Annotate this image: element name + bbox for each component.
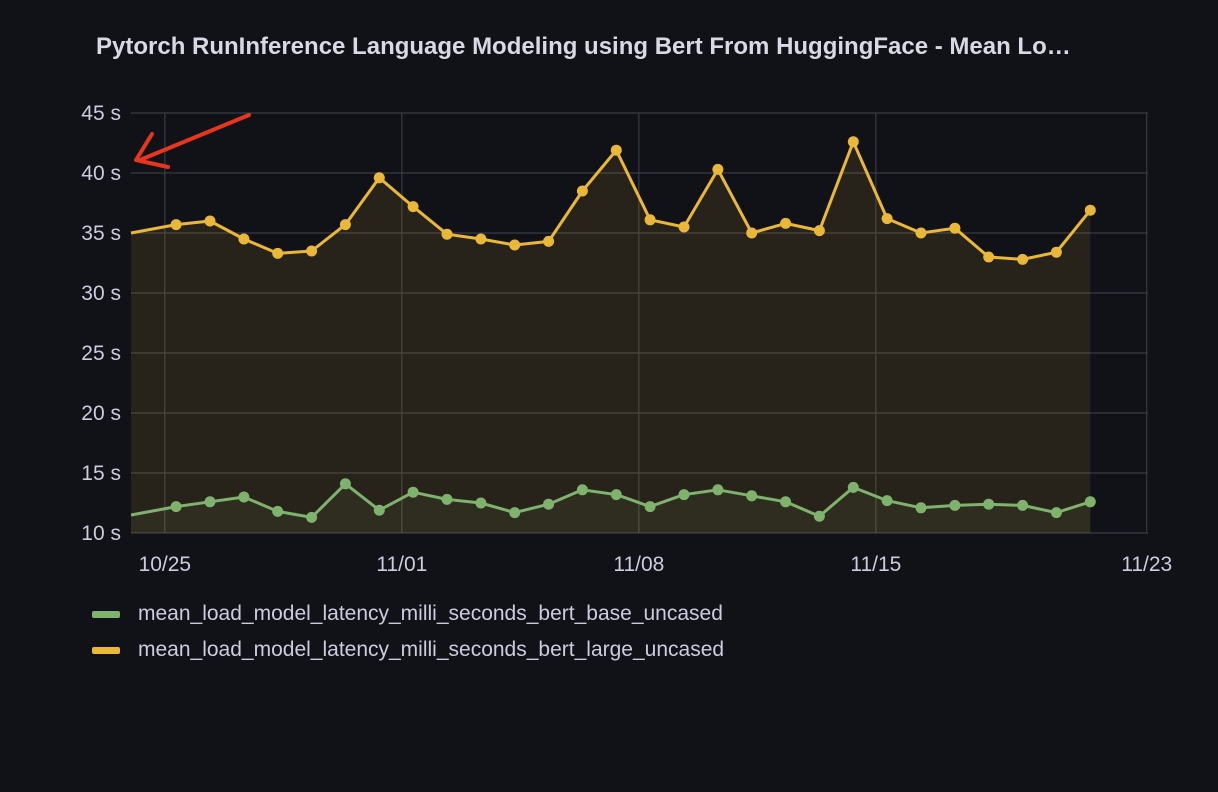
data-point — [543, 235, 555, 247]
data-point — [712, 163, 724, 175]
y-axis-ticks: 10 s 15 s 20 s 25 s 30 s 35 s 40 s 45 s — [81, 102, 121, 545]
data-point — [1084, 496, 1096, 508]
data-point — [644, 501, 656, 513]
data-point — [644, 214, 656, 226]
y-tick-label: 45 s — [81, 102, 121, 125]
data-point — [306, 245, 318, 257]
data-point — [678, 221, 690, 233]
data-point — [272, 247, 284, 259]
data-point — [373, 504, 385, 516]
panel-title: Pytorch RunInference Language Modeling u… — [96, 33, 1071, 60]
data-point — [509, 507, 521, 519]
x-tick-label: 11/23 — [1121, 553, 1172, 576]
data-point — [847, 481, 859, 493]
data-point — [949, 222, 961, 234]
data-point — [238, 491, 250, 503]
data-point — [1017, 253, 1029, 265]
data-point — [339, 219, 351, 231]
data-point — [238, 233, 250, 245]
legend-label-large: mean_load_model_latency_milli_seconds_be… — [138, 638, 725, 661]
data-point — [576, 185, 588, 197]
data-point — [813, 510, 825, 522]
data-point — [1017, 499, 1029, 511]
data-point — [780, 496, 792, 508]
data-point — [441, 228, 453, 240]
x-axis-ticks: 10/25 11/01 11/08 11/15 11/23 — [139, 553, 1173, 576]
legend-label-base: mean_load_model_latency_milli_seconds_be… — [138, 602, 723, 625]
legend-swatch-base — [92, 610, 120, 618]
data-point — [373, 172, 385, 184]
annotation-arrow — [134, 113, 251, 169]
data-point — [780, 217, 792, 229]
data-point — [881, 213, 893, 225]
data-point — [678, 489, 690, 501]
x-tick-label: 11/01 — [376, 553, 427, 576]
data-point — [509, 239, 521, 251]
legend-item-large[interactable]: mean_load_model_latency_milli_seconds_be… — [92, 632, 724, 668]
y-tick-label: 25 s — [81, 342, 121, 365]
data-point — [1084, 204, 1096, 216]
data-point — [339, 478, 351, 490]
y-tick-label: 30 s — [81, 282, 121, 305]
y-tick-label: 10 s — [81, 522, 121, 545]
series-area-1 — [131, 141, 1091, 534]
y-tick-label: 40 s — [81, 162, 121, 185]
legend-item-base[interactable]: mean_load_model_latency_milli_seconds_be… — [92, 596, 724, 632]
data-point — [610, 489, 622, 501]
legend-swatch-large — [92, 646, 120, 654]
data-point — [847, 136, 859, 148]
data-point — [543, 498, 555, 510]
y-tick-label: 15 s — [81, 462, 121, 485]
chart-legend: mean_load_model_latency_milli_seconds_be… — [92, 596, 724, 668]
data-point — [915, 227, 927, 239]
series-area-0 — [131, 483, 1091, 533]
arrow-head — [134, 132, 170, 169]
data-point — [407, 486, 419, 498]
data-point — [306, 511, 318, 523]
data-point — [475, 233, 487, 245]
x-tick-label: 11/08 — [613, 553, 664, 576]
data-point — [204, 496, 216, 508]
data-point — [983, 251, 995, 263]
data-point — [610, 144, 622, 156]
data-point — [915, 502, 927, 514]
series-points — [170, 136, 1096, 523]
x-tick-label: 10/25 — [139, 553, 192, 576]
arrow-shaft — [138, 113, 251, 162]
data-point — [407, 201, 419, 213]
data-point — [475, 497, 487, 509]
data-point — [881, 495, 893, 507]
data-point — [813, 225, 825, 237]
data-point — [441, 493, 453, 505]
data-point — [1050, 246, 1062, 258]
y-tick-label: 20 s — [81, 402, 121, 425]
y-tick-label: 35 s — [81, 222, 121, 245]
line-chart: 10 s 15 s 20 s 25 s 30 s 35 s 40 s 45 s 10/25 11… — [81, 102, 1173, 576]
data-point — [170, 501, 182, 513]
data-point — [1050, 507, 1062, 519]
data-point — [949, 499, 961, 511]
series-areas — [131, 141, 1091, 534]
data-point — [204, 215, 216, 227]
data-point — [272, 505, 284, 517]
data-point — [712, 484, 724, 496]
data-point — [170, 219, 182, 231]
x-tick-label: 11/15 — [850, 553, 901, 576]
data-point — [576, 484, 588, 496]
data-point — [746, 490, 758, 502]
chart-grid — [131, 112, 1148, 534]
data-point — [746, 227, 758, 239]
data-point — [983, 498, 995, 510]
